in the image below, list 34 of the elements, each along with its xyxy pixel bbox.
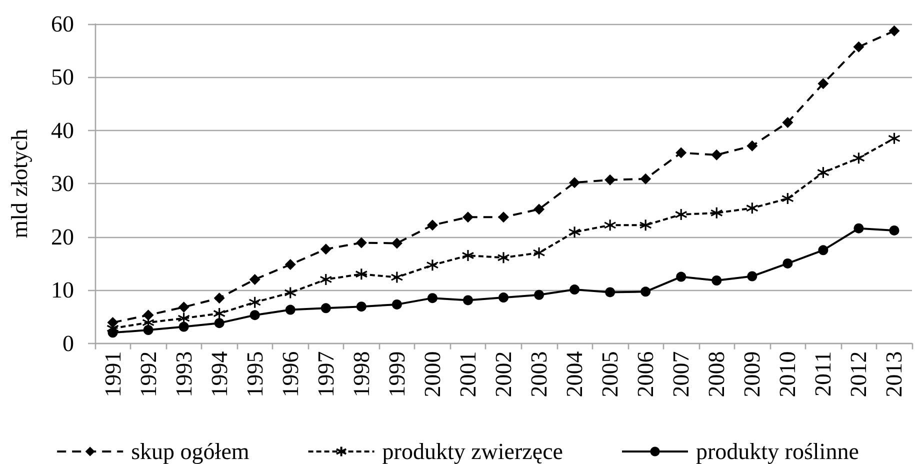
x-tick-label: 1994 — [206, 350, 232, 398]
x-tick-label: 2013 — [882, 351, 907, 398]
x-tick-label: 1996 — [278, 351, 303, 398]
x-tick-label: 1992 — [136, 351, 161, 398]
x-tick-label: 1995 — [242, 351, 268, 398]
y-tick-label: 50 — [51, 64, 74, 90]
y-tick-label: 60 — [51, 12, 74, 36]
x-tick-label: 2011 — [810, 351, 836, 396]
x-tick-label: 2000 — [420, 351, 445, 398]
x-tick-label: 2006 — [633, 351, 658, 398]
x-tick-label: 2005 — [598, 351, 623, 398]
y-tick-label: 10 — [51, 278, 74, 303]
legend-label: produkty roślinne — [696, 439, 859, 464]
x-tick-label: 2009 — [740, 351, 765, 398]
y-tick-label: 30 — [51, 171, 74, 196]
legend-label: skup ogółem — [131, 439, 250, 464]
x-tick-label: 1998 — [348, 351, 374, 398]
legend-label: produkty zwierzęce — [382, 439, 564, 464]
x-tick-label: 1999 — [384, 351, 410, 398]
x-tick-label: 2007 — [668, 351, 694, 398]
x-tick-label: 2002 — [491, 351, 516, 398]
x-tick-label: 2010 — [775, 351, 800, 398]
y-tick-label: 40 — [51, 118, 74, 143]
y-axis-title: mld złotych — [7, 128, 32, 238]
y-tick-label: 0 — [62, 330, 74, 356]
y-tick-label: 20 — [51, 224, 74, 250]
x-tick-label: 2004 — [562, 350, 588, 398]
x-tick-label: 1997 — [313, 351, 338, 398]
x-tick-label: 2008 — [704, 351, 730, 398]
x-tick-label: 2012 — [846, 351, 872, 398]
x-tick-label: 2003 — [526, 351, 552, 398]
x-tick-label: 1991 — [100, 351, 126, 398]
x-tick-label: 2001 — [455, 351, 480, 398]
x-tick-label: 1993 — [171, 351, 196, 398]
